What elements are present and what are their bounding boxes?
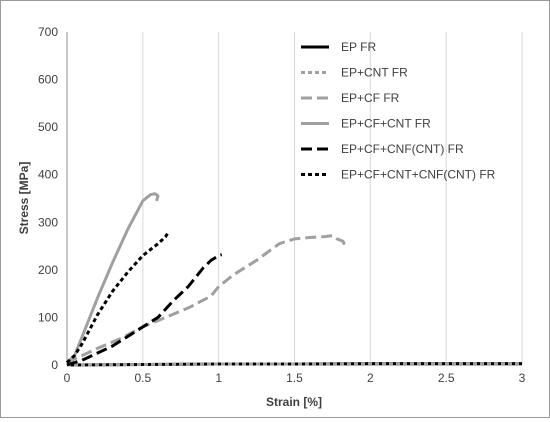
- x-tick-label: 0.5: [134, 371, 151, 385]
- y-tick-label: 700: [38, 25, 58, 39]
- y-tick-label: 400: [38, 168, 58, 182]
- legend-label: EP+CNT FR: [341, 66, 408, 80]
- x-tick-label: 2.5: [438, 371, 455, 385]
- series-line-6: [65, 231, 170, 364]
- y-tick-label: 0: [51, 358, 58, 372]
- legend-label: EP+CF+CNT+CNF(CNT) FR: [341, 168, 496, 182]
- series-line-5: [66, 253, 223, 367]
- y-tick-label: 200: [38, 263, 58, 277]
- legend-label: EP FR: [341, 40, 376, 54]
- x-axis-label: Strain [%]: [266, 395, 322, 409]
- x-tick-label: 3: [519, 371, 526, 385]
- y-axis-label: Stress [MPa]: [17, 162, 31, 235]
- x-tick-label: 0: [64, 371, 71, 385]
- series-line-2: [66, 362, 522, 367]
- legend-label: EP+CF+CNT FR: [341, 117, 431, 131]
- series-line-3: [66, 234, 348, 364]
- y-tick-label: 500: [38, 120, 58, 134]
- axes-layer: 0 0.5 1 1.5 2 2.5 3 0 100 200 300 400 500 600 700: [38, 25, 526, 385]
- y-tick-label: 100: [38, 310, 58, 324]
- y-tick-label: 600: [38, 73, 58, 87]
- grid-layer: [142, 32, 523, 365]
- series-line-4: [65, 192, 160, 364]
- x-tick-label: 1: [215, 371, 222, 385]
- x-tick-label: 2: [367, 371, 374, 385]
- legend-label: EP+CF FR: [341, 91, 400, 105]
- legend-label: EP+CF+CNF(CNT) FR: [341, 142, 464, 156]
- y-tick-label: 300: [38, 215, 58, 229]
- x-tick-label: 1.5: [286, 371, 303, 385]
- legend: EP FR EP+CNT FR EP+CF FR EP+CF+CNT FR EP+CF+…: [301, 40, 496, 182]
- series-layer: [65, 192, 522, 367]
